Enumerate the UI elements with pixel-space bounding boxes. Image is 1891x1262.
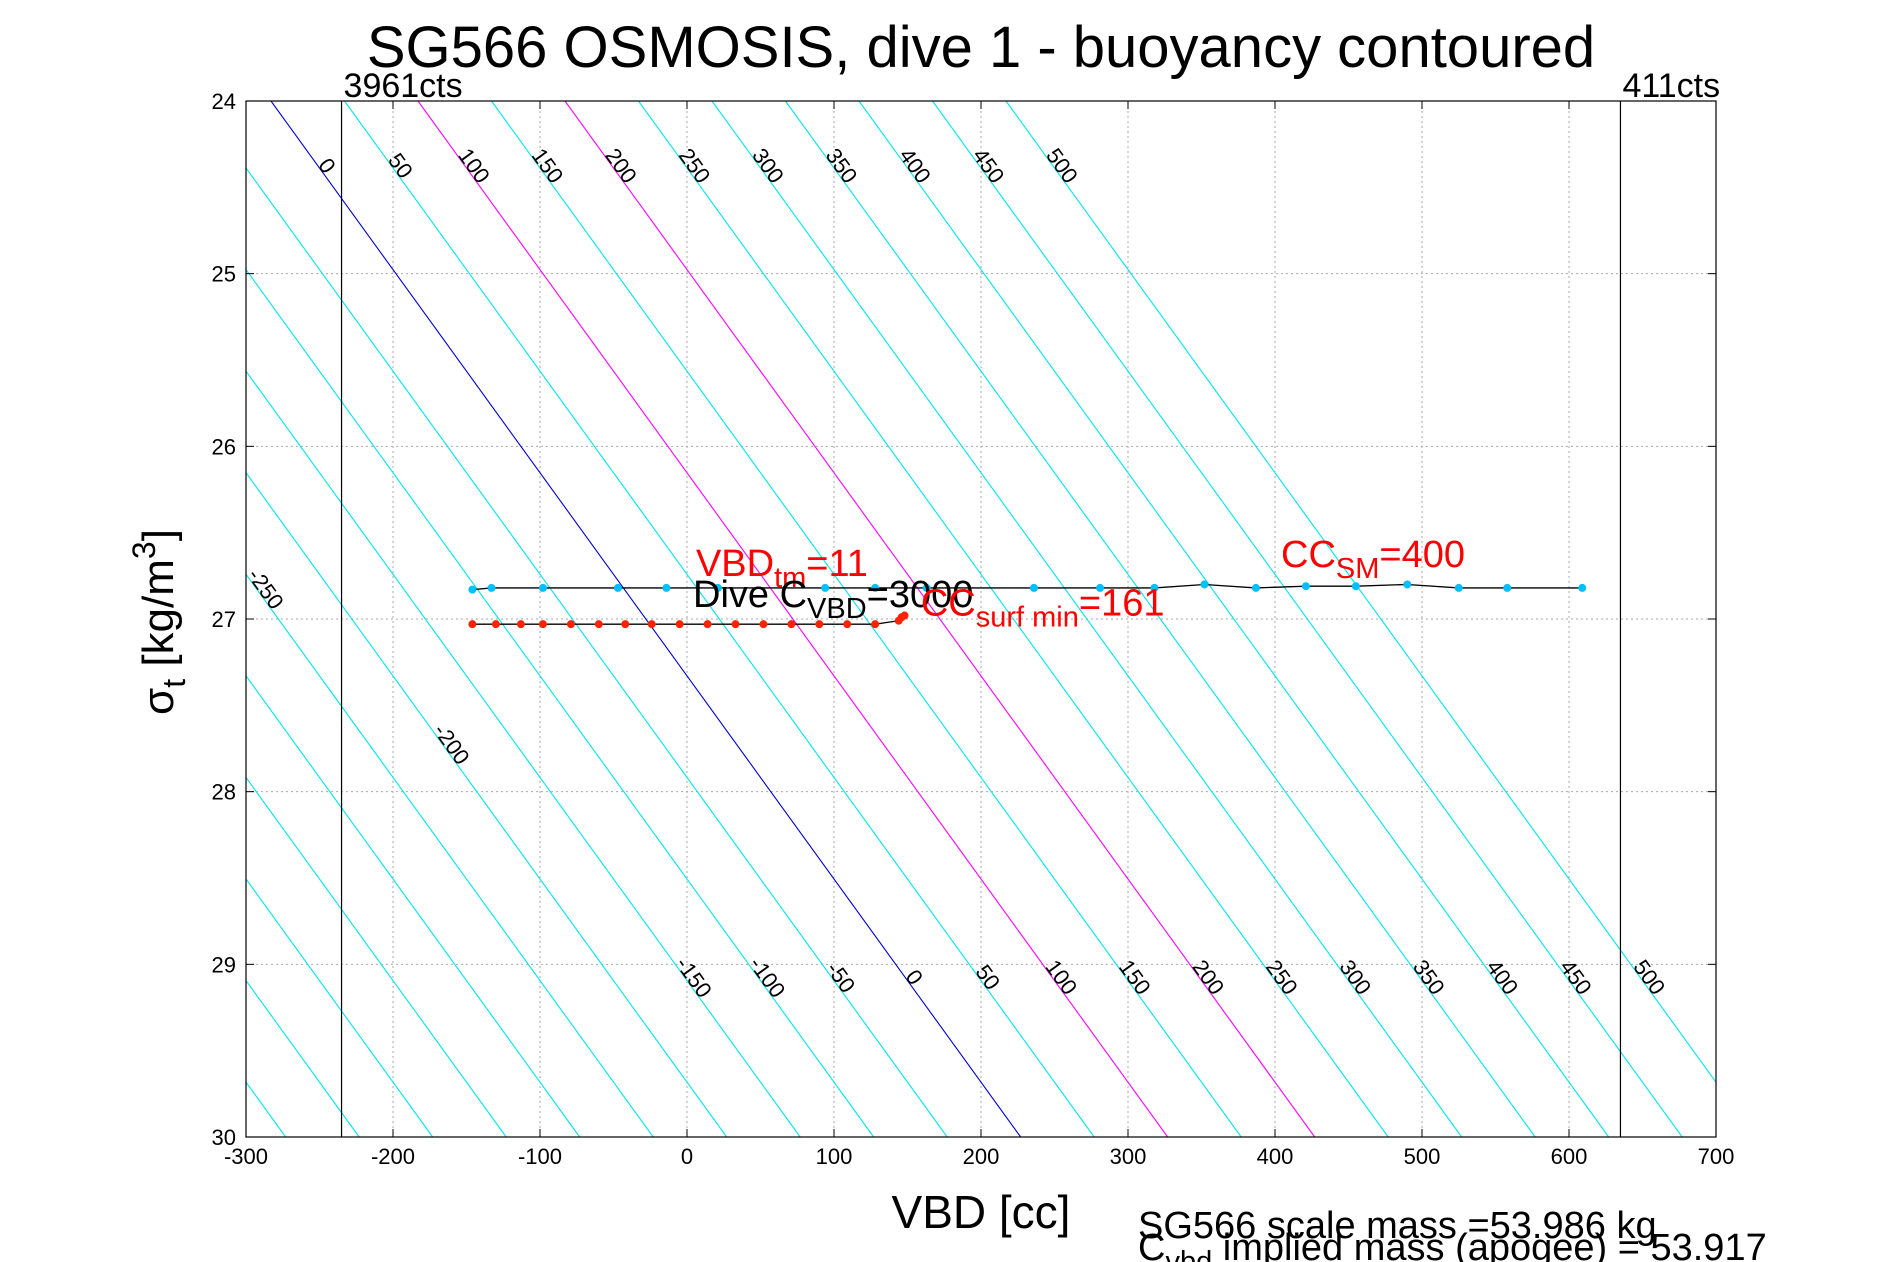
y-tick-label: 28	[212, 780, 236, 805]
series-point	[647, 620, 656, 629]
contour-line	[711, 101, 1463, 1137]
x-tick-label: 300	[1110, 1144, 1147, 1169]
y-axis-label-close: ]	[134, 529, 183, 541]
series-point	[871, 620, 880, 629]
y-tick-label: 30	[212, 1125, 236, 1150]
y-axis-label-symbol: σ	[134, 688, 183, 715]
series-point	[491, 620, 500, 629]
contour-line	[344, 101, 1095, 1137]
series-point	[538, 620, 547, 629]
y-tick-label: 29	[212, 952, 236, 977]
data-series	[468, 580, 1587, 629]
series-line	[472, 583, 1583, 591]
series-point	[1150, 583, 1159, 592]
contour-line	[638, 101, 1389, 1137]
count-limit-label: 411cts	[1622, 67, 1720, 105]
series-point	[662, 583, 671, 592]
x-tick-label: 700	[1698, 1144, 1735, 1169]
series-point	[538, 583, 547, 592]
contour-line	[858, 101, 1610, 1137]
contour-line	[246, 674, 581, 1137]
contour-line	[1005, 101, 1716, 1084]
x-tick-label: -300	[224, 1144, 268, 1169]
annotation-label: CCsurf min=161	[921, 583, 1165, 634]
series-point	[759, 620, 768, 629]
series-point	[871, 583, 880, 592]
series-point	[566, 620, 575, 629]
series-point	[843, 620, 852, 629]
x-tick-label: -200	[371, 1144, 415, 1169]
y-axis-label-superscript: 3	[126, 541, 162, 559]
contour-line	[246, 878, 434, 1137]
series-point	[922, 583, 931, 592]
x-tick-label: 500	[1404, 1144, 1441, 1169]
series-point	[594, 620, 603, 629]
series-point	[1454, 583, 1463, 592]
chart-title: SG566 OSMOSIS, dive 1 - buoyancy contour…	[367, 15, 1595, 80]
x-tick-label: 600	[1551, 1144, 1588, 1169]
contour-line	[785, 101, 1536, 1137]
series-point	[900, 611, 909, 620]
x-tick-label: 0	[681, 1144, 693, 1169]
series-point	[713, 583, 722, 592]
series-point	[621, 620, 630, 629]
contour-line	[564, 101, 1316, 1137]
annotation-label: Dive CVBD=3000	[693, 574, 973, 625]
y-tick-label: 26	[212, 434, 236, 459]
series-point	[468, 620, 477, 629]
series-point	[1251, 583, 1260, 592]
contour-line	[932, 101, 1683, 1137]
series-point	[675, 620, 684, 629]
x-tick-label: 400	[1257, 1144, 1294, 1169]
series-point	[1029, 583, 1038, 592]
series-point	[1403, 580, 1412, 589]
contour-line	[417, 101, 1169, 1137]
y-tick-label: 24	[212, 89, 236, 114]
contour-line	[270, 101, 1022, 1137]
count-limit-label: 3961cts	[344, 67, 463, 105]
footer-line: SG566 scale mass =53.986 kg	[1138, 1205, 1657, 1247]
annotation-label: VBDtm=11	[696, 543, 868, 594]
series-point	[1578, 583, 1587, 592]
x-tick-label: -100	[518, 1144, 562, 1169]
series-point	[1301, 582, 1310, 591]
contour-line	[246, 573, 654, 1137]
count-limit-lines: 3961cts 411cts	[340, 67, 1720, 1137]
series-point	[815, 620, 824, 629]
series-point	[613, 583, 622, 592]
series-point	[1503, 583, 1512, 592]
series-point	[731, 620, 740, 629]
axis-ticks: -300 -200 -100 0 100 200 300 400 500 600 700 24 25 26…	[212, 89, 1735, 1169]
contour-line	[246, 370, 801, 1137]
series-point	[1200, 580, 1209, 589]
y-tick-label: 25	[212, 262, 236, 287]
contour-line	[246, 776, 507, 1137]
y-axis-label-subscript: t	[156, 679, 192, 688]
x-tick-label: 100	[816, 1144, 853, 1169]
series-point	[516, 620, 525, 629]
y-axis-label-unit: [kg/m	[134, 559, 183, 679]
contour-line	[246, 471, 728, 1137]
x-tick-label: 200	[963, 1144, 1000, 1169]
contour-line	[491, 101, 1242, 1137]
contour-line	[246, 167, 948, 1137]
y-axis-label: σt [kg/m3]	[126, 529, 192, 715]
series-point	[821, 583, 830, 592]
y-tick-label: 27	[212, 607, 236, 632]
series-point	[1351, 582, 1360, 591]
series-point	[487, 583, 496, 592]
series-point	[468, 585, 477, 594]
x-axis-label: VBD [cc]	[892, 1186, 1071, 1238]
series-point	[703, 620, 712, 629]
footer-line: Cvbd implied mass (apogee) = 53.917	[1138, 1227, 1767, 1262]
series-point	[787, 620, 796, 629]
annotation-label: CCSM=400	[1281, 534, 1465, 585]
series-point	[1096, 583, 1105, 592]
